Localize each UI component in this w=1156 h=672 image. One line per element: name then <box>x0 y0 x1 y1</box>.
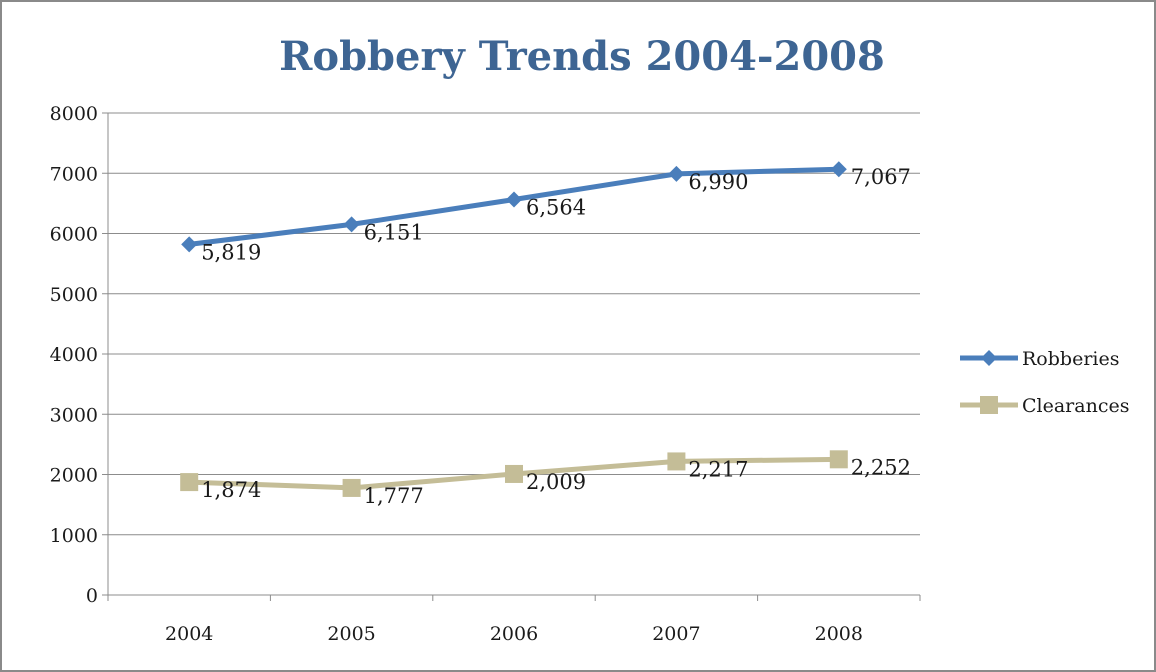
data-label: 5,819 <box>201 240 261 264</box>
diamond-marker <box>668 165 685 182</box>
data-label: 6,990 <box>688 170 748 194</box>
y-tick-label: 1000 <box>50 525 98 547</box>
y-tick-label: 6000 <box>50 224 98 246</box>
x-tick-label: 2005 <box>327 623 375 645</box>
square-marker <box>342 478 361 497</box>
square-marker <box>667 452 686 471</box>
data-label: 2,217 <box>688 457 748 481</box>
x-tick-label: 2007 <box>652 623 700 645</box>
y-tick-label: 3000 <box>50 404 98 426</box>
data-label: 2,009 <box>526 470 586 494</box>
x-tick-label: 2004 <box>165 623 213 645</box>
square-marker <box>829 450 848 469</box>
square-marker <box>180 473 199 492</box>
x-tick-label: 2008 <box>815 623 863 645</box>
x-tick-label: 2006 <box>490 623 538 645</box>
data-label: 1,777 <box>364 484 424 508</box>
legend-item-robberies: Robberies <box>960 348 1119 370</box>
y-tick-label: 2000 <box>50 465 98 487</box>
square-marker <box>505 464 523 483</box>
legend-item-clearances: Clearances <box>960 395 1129 417</box>
series-lines: 5,819 6,151 6,564 6,990 7,067 1,874 1,777 2,009… <box>180 161 911 508</box>
series-robberies: 5,819 6,151 6,564 6,990 7,067 <box>181 161 911 264</box>
y-tick-label: 0 <box>86 585 98 607</box>
y-tick-label: 7000 <box>50 163 98 185</box>
diamond-marker <box>981 350 997 366</box>
diamond-marker <box>343 216 360 233</box>
square-marker <box>980 396 998 414</box>
y-axis-ticks: 0 1000 2000 3000 4000 5000 6000 7000 8000 <box>50 103 108 607</box>
data-label: 6,151 <box>364 220 424 244</box>
series-clearances: 1,874 1,777 2,009 2,217 2,252 <box>180 450 911 508</box>
y-tick-label: 8000 <box>50 103 98 125</box>
diamond-marker <box>830 161 847 178</box>
legend-label: Robberies <box>1022 348 1119 370</box>
x-axis-ticks: 2004 2005 2006 2007 2008 <box>107 595 921 645</box>
legend: Robberies Clearances <box>960 348 1129 417</box>
diamond-marker <box>181 236 198 253</box>
data-label: 6,564 <box>526 196 586 220</box>
y-tick-label: 5000 <box>50 284 98 306</box>
chart-title: Robbery Trends 2004-2008 <box>279 33 885 80</box>
data-label: 1,874 <box>201 478 261 502</box>
legend-label: Clearances <box>1022 395 1129 417</box>
y-tick-label: 4000 <box>50 344 98 366</box>
data-label: 7,067 <box>851 165 911 189</box>
data-label: 2,252 <box>851 455 911 479</box>
diamond-marker <box>506 191 522 208</box>
